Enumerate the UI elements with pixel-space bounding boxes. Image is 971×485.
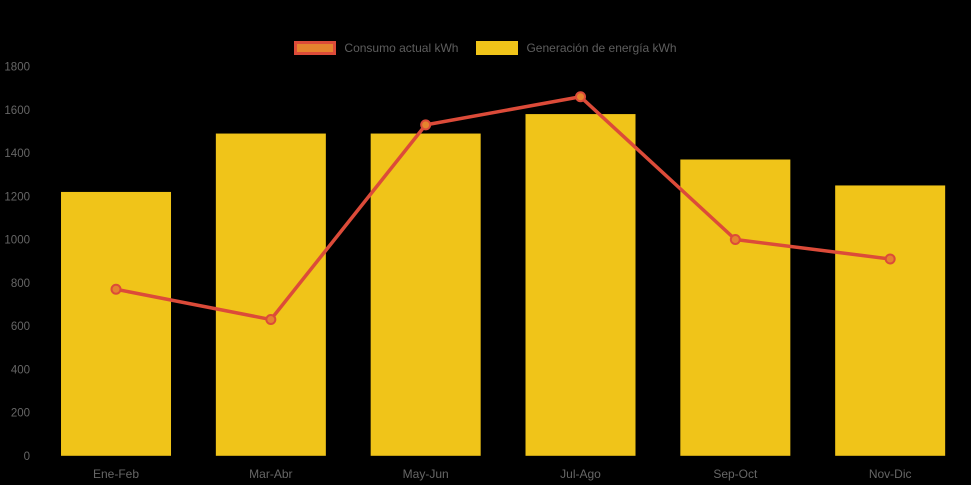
y-axis-tick-label: 1800 <box>4 62 30 74</box>
consumo-line <box>114 95 892 322</box>
chart-legend: Consumo actual kWh Generación de energía… <box>0 41 971 55</box>
legend-item-consumo-actual[interactable]: Consumo actual kWh <box>294 41 458 55</box>
bar-generacion-energia <box>215 133 326 456</box>
x-axis-category-label: May-Jun <box>403 467 449 481</box>
line-point-consumo <box>110 283 122 295</box>
y-axis-tick-label: 1000 <box>4 235 30 247</box>
y-axis-tick-label: 0 <box>24 451 30 463</box>
line-point-consumo <box>884 253 896 265</box>
x-axis-category-label: Jul-Ago <box>560 467 601 481</box>
line-point-consumo <box>265 314 277 326</box>
y-axis-tick-label: 200 <box>11 408 30 420</box>
line-point-consumo <box>575 91 587 103</box>
legend-item-generacion-energia[interactable]: Generación de energía kWh <box>476 41 677 55</box>
x-axis-category-label: Nov-Dic <box>869 467 912 481</box>
y-axis-tick-label: 400 <box>11 364 30 376</box>
y-axis-tick-label: 1600 <box>4 105 30 117</box>
line-point-consumo <box>729 234 741 246</box>
bar-generacion-energia <box>680 159 791 456</box>
x-axis-category-label: Ene-Feb <box>93 467 139 481</box>
x-axis-category-label: Mar-Abr <box>249 467 292 481</box>
x-axis-category-label: Sep-Oct <box>713 467 758 481</box>
y-axis-tick-label: 600 <box>11 321 30 333</box>
line-point-consumo <box>420 119 432 131</box>
legend-label-consumo: Consumo actual kWh <box>344 41 459 55</box>
legend-swatch-consumo-icon <box>294 41 337 55</box>
y-axis-tick-label: 1200 <box>4 191 30 203</box>
y-axis-tick-label: 1400 <box>4 148 30 160</box>
legend-swatch-generacion-icon <box>476 41 519 55</box>
y-axis-tick-label: 800 <box>11 278 30 290</box>
legend-label-generacion: Generación de energía kWh <box>526 41 677 55</box>
bar-generacion-energia <box>835 185 946 456</box>
bar-generacion-energia <box>525 114 636 456</box>
bar-generacion-energia <box>61 191 172 456</box>
bar-generacion-energia <box>370 133 481 456</box>
